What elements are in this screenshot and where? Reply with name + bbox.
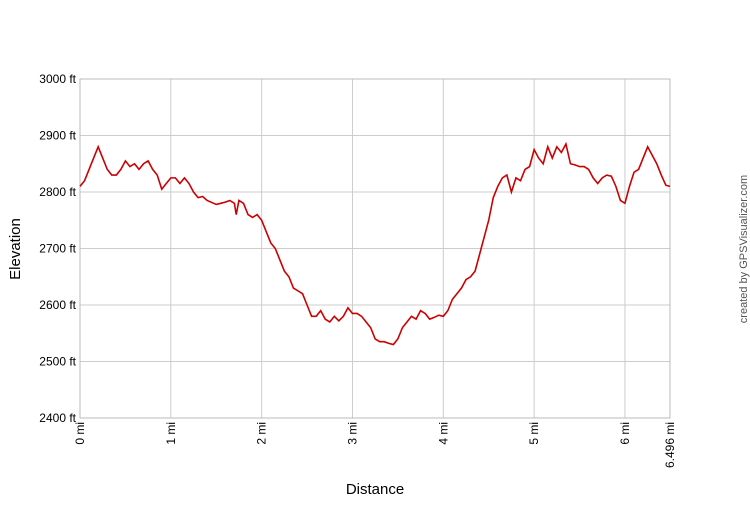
y-tick-label: 2800 ft <box>39 185 76 199</box>
x-tick-label: 5 mi <box>527 422 541 445</box>
y-tick-label: 2600 ft <box>39 298 76 312</box>
elevation-line <box>79 141 671 346</box>
x-tick-label: 2 mi <box>255 422 269 445</box>
x-tick-label: 3 mi <box>345 422 359 445</box>
x-tick-label: 6 mi <box>618 422 632 445</box>
x-axis-title: Distance <box>346 481 404 498</box>
credit: created by GPSVisualizer.com <box>738 175 750 323</box>
y-tick-label: 2500 ft <box>39 355 76 369</box>
x-tick-label: 1 mi <box>164 422 178 445</box>
x-tick-label: 4 mi <box>436 422 450 445</box>
x-tick-label: 0 mi <box>73 422 87 445</box>
plot-border <box>79 78 671 419</box>
y-axis-title: Elevation <box>7 218 24 280</box>
y-tick-label: 2900 ft <box>39 129 76 143</box>
y-tick-label: 3000 ft <box>39 72 76 86</box>
y-tick-label: 2700 ft <box>39 242 76 256</box>
x-tick-label: 6.496 mi <box>663 422 677 468</box>
y-tick-label: 2400 ft <box>39 411 76 425</box>
